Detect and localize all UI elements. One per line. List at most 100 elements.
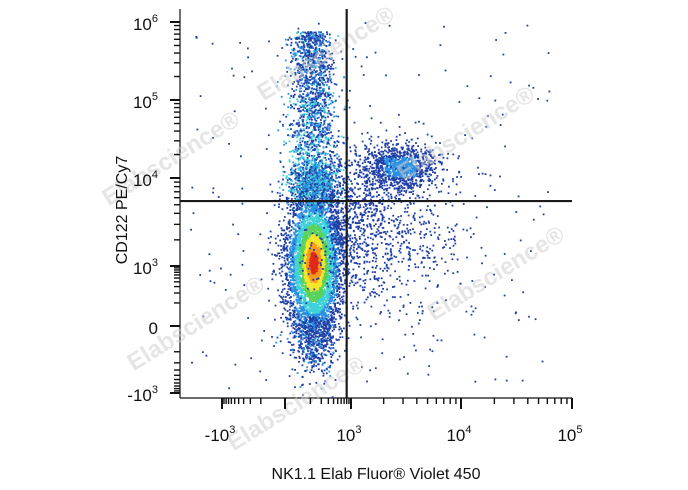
event-dot <box>337 258 340 260</box>
event-dot <box>333 328 336 331</box>
event-dot <box>294 248 297 251</box>
event-dot <box>307 316 309 319</box>
event-dot <box>306 266 309 269</box>
event-dot <box>294 235 297 238</box>
event-dot <box>305 243 308 245</box>
event-dot <box>298 324 301 327</box>
event-dot <box>294 230 297 232</box>
event-dot <box>310 247 313 250</box>
event-dot <box>321 263 324 265</box>
event-dot <box>296 214 299 217</box>
event-dot <box>337 232 340 235</box>
event-dot <box>298 184 301 187</box>
event-dot <box>317 297 319 300</box>
event-dot <box>354 277 357 279</box>
event-dot <box>335 286 338 289</box>
event-dot <box>307 208 310 211</box>
event-dot <box>283 302 286 305</box>
event-dot <box>329 228 332 231</box>
event-dot <box>283 249 286 252</box>
event-dot <box>320 231 323 234</box>
event-dot <box>338 264 341 267</box>
event-dot <box>291 209 294 211</box>
event-dot <box>331 262 334 264</box>
event-dot <box>305 207 308 209</box>
event-dot <box>292 187 295 190</box>
event-dot <box>329 203 332 205</box>
event-dot <box>328 293 331 295</box>
event-dot <box>306 231 308 234</box>
event-dot <box>309 284 311 287</box>
event-dot <box>327 308 330 311</box>
event-dot <box>309 246 312 249</box>
event-dot <box>305 289 308 292</box>
event-dot <box>311 270 314 273</box>
event-dot <box>288 285 291 288</box>
event-dot <box>298 238 301 241</box>
event-dot <box>343 267 345 270</box>
event-dot <box>332 282 335 285</box>
event-dot <box>286 291 289 293</box>
event-dot <box>312 220 314 222</box>
event-dot <box>313 308 315 310</box>
event-dot <box>306 293 309 295</box>
event-dot <box>328 287 331 290</box>
event-dot <box>322 302 325 305</box>
event-dot <box>330 160 333 163</box>
event-dot <box>320 275 323 277</box>
event-dot <box>313 254 316 257</box>
event-dot <box>308 255 311 258</box>
event-dot <box>295 237 297 240</box>
event-dot <box>317 192 319 195</box>
event-dot <box>316 217 318 220</box>
event-dot <box>307 285 309 287</box>
event-dot <box>305 238 308 241</box>
event-dot <box>292 207 294 210</box>
event-dot <box>302 239 305 242</box>
event-dot <box>330 316 333 318</box>
event-dot <box>293 315 296 317</box>
event-dot <box>310 214 312 217</box>
event-dot <box>287 221 290 223</box>
event-dot <box>317 260 319 263</box>
event-dot <box>316 349 319 352</box>
event-dot <box>334 255 337 258</box>
event-dot <box>328 260 331 263</box>
event-dot <box>326 341 328 343</box>
event-dot <box>336 311 339 314</box>
event-dot <box>318 242 321 244</box>
event-dot <box>352 307 354 310</box>
event-dot <box>338 242 340 245</box>
event-dot <box>281 288 284 291</box>
event-dot <box>318 198 321 201</box>
event-dot <box>300 292 303 295</box>
event-dot <box>333 305 336 308</box>
event-dot <box>311 283 314 285</box>
event-dot <box>310 229 312 231</box>
event-dot <box>324 217 327 220</box>
event-dot <box>317 196 319 199</box>
event-dot <box>286 259 289 262</box>
event-dot <box>319 308 322 311</box>
event-dot <box>329 249 331 252</box>
event-dot <box>302 172 305 174</box>
event-dot <box>330 290 333 293</box>
event-dot <box>304 260 307 263</box>
event-dot <box>317 232 320 234</box>
event-dot <box>299 304 302 307</box>
event-dot <box>314 245 317 248</box>
event-dot <box>289 236 291 238</box>
event-dot <box>292 183 295 186</box>
plot-frame <box>179 9 572 399</box>
event-dot <box>294 168 297 171</box>
event-dot <box>301 295 304 298</box>
event-dot <box>301 208 304 210</box>
event-dot <box>277 289 279 292</box>
event-dot <box>293 292 296 295</box>
event-dot <box>290 229 293 232</box>
event-dot <box>296 289 299 291</box>
event-dot <box>308 257 310 260</box>
event-dot <box>317 214 320 216</box>
event-dot <box>302 192 305 195</box>
event-dot <box>284 302 287 305</box>
